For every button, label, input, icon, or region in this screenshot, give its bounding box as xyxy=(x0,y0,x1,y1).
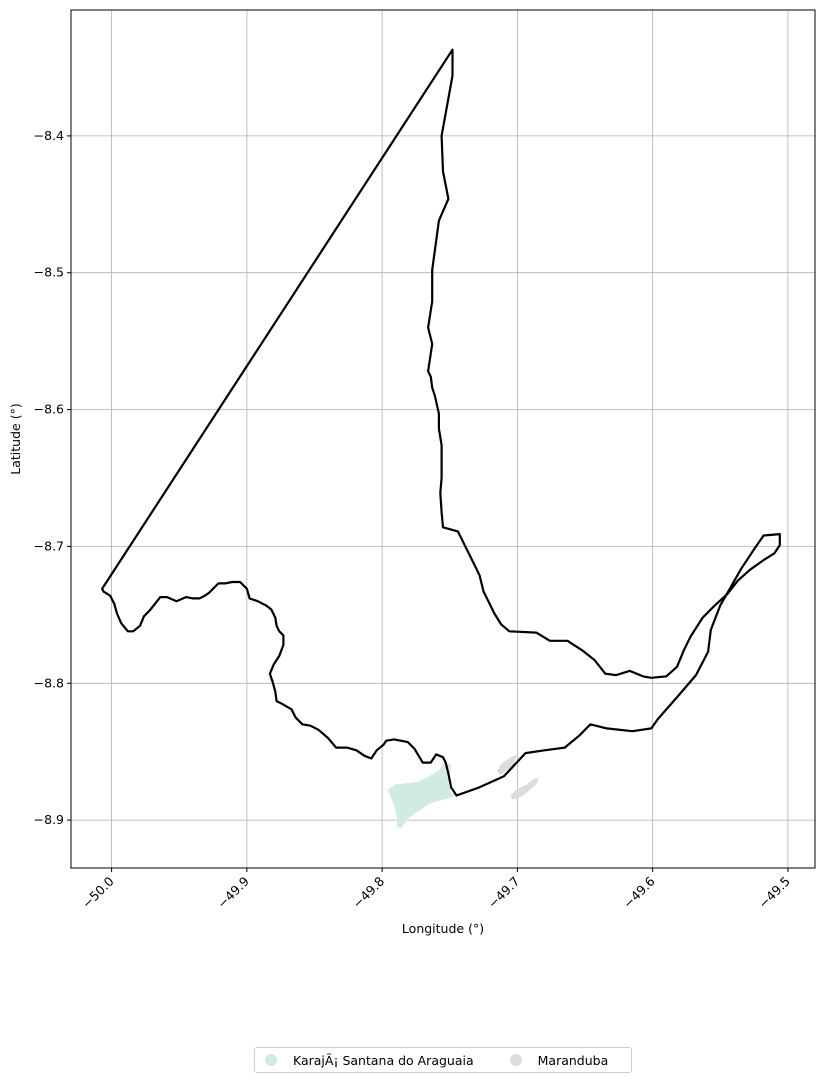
legend-label-maranduba: Maranduba xyxy=(537,1052,609,1068)
x-tick-label-0: −50.0 xyxy=(79,873,117,911)
y-tick-label-4: −8.8 xyxy=(34,675,64,690)
x-tick-label-4: −49.6 xyxy=(620,873,658,911)
grid-layer xyxy=(71,10,815,868)
boundary-layer xyxy=(100,48,781,797)
x-tick-label-5: −49.5 xyxy=(755,874,793,912)
legend-entry-karaja: KarajÃ¡ Santana do Araguaia xyxy=(265,1053,474,1068)
plot-frame xyxy=(70,9,816,869)
x-axis-label: Longitude (°) xyxy=(402,921,484,936)
area-1-polygon-1 xyxy=(510,777,539,800)
y-tick-label-2: −8.6 xyxy=(34,402,64,417)
x-tick-label-1: −49.9 xyxy=(214,873,252,911)
x-tick-label-2: −49.8 xyxy=(350,873,388,911)
area-layer xyxy=(387,754,539,829)
x-tick-label-3: −49.7 xyxy=(485,874,523,912)
y-tick-label-1: −8.5 xyxy=(34,265,64,280)
legend-entry-maranduba: Maranduba xyxy=(509,1052,609,1068)
y-tick-label-5: −8.9 xyxy=(34,812,64,827)
y-tick-label-3: −8.7 xyxy=(34,538,64,553)
legend-marker-maranduba xyxy=(509,1054,522,1066)
y-axis-label: Latitude (°) xyxy=(8,403,23,474)
y-tick-label-0: −8.4 xyxy=(34,128,64,143)
area-0-polygon-0 xyxy=(387,762,457,829)
area-1-polygon-0 xyxy=(497,754,518,775)
municipality-boundary xyxy=(100,48,781,797)
legend-label-karaja: KarajÃ¡ Santana do Araguaia xyxy=(293,1052,474,1068)
legend-marker-karaja xyxy=(265,1054,277,1066)
legend: KarajÃ¡ Santana do Araguaia Maranduba xyxy=(254,1047,632,1073)
